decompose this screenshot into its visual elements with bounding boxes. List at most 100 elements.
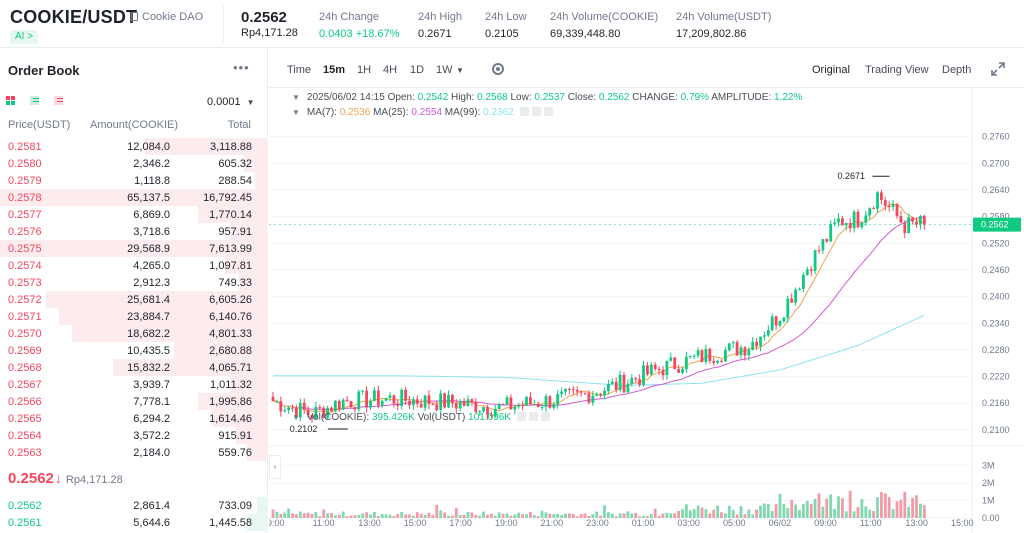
ask-row[interactable]: 0.2569 10,435.5 2,680.88	[0, 342, 268, 359]
asks-only-view-icon[interactable]	[54, 96, 63, 105]
volume-bar	[564, 513, 567, 518]
close-icon[interactable]	[543, 107, 553, 116]
ask-price: 0.2563	[8, 447, 42, 459]
candle-body	[673, 357, 677, 370]
ask-row[interactable]: 0.2566 7,778.1 1,995.86	[0, 393, 268, 410]
tick-size-select[interactable]: 0.0001 ▼	[207, 96, 255, 108]
price-chart[interactable]: 0.2760 0.2700 0.2640 0.2580 0.2520 0.2460 0.24…	[269, 88, 1024, 533]
candle-body	[451, 394, 454, 404]
ask-row[interactable]: 0.2570 18,682.2 4,801.33	[0, 325, 268, 342]
candle-body	[490, 414, 493, 416]
bid-row[interactable]: 0.2561 5,644.6 1,445.58	[0, 514, 268, 531]
candle-body	[501, 404, 505, 406]
fullscreen-expand-icon[interactable]	[991, 62, 1005, 76]
volume-bar	[400, 511, 404, 518]
candle-body	[443, 393, 446, 408]
price-tick-label: 0.2340	[982, 318, 1010, 328]
view-depth[interactable]: Depth	[942, 64, 972, 76]
ask-price: 0.2579	[8, 175, 42, 187]
visibility-eye-icon[interactable]	[519, 107, 529, 116]
bid-row[interactable]: 0.2562 2,861.4 733.09	[0, 497, 268, 514]
view-trading-view[interactable]: Trading View	[865, 64, 929, 76]
chart-settings-gear-icon[interactable]	[492, 63, 504, 75]
volume-bar	[396, 514, 400, 518]
ai-badge[interactable]: AI >	[10, 30, 39, 44]
bids-only-view-icon[interactable]	[30, 96, 39, 105]
volume-bar	[478, 515, 482, 518]
ask-row[interactable]: 0.2580 2,346.2 605.32	[0, 155, 268, 172]
volume-bar	[610, 513, 614, 518]
ask-total: 4,801.33	[209, 328, 252, 340]
ask-price: 0.2570	[8, 328, 42, 340]
ask-row[interactable]: 0.2564 3,572.2 915.91	[0, 427, 268, 444]
more-options-icon[interactable]: •••	[233, 60, 250, 75]
volume-bar	[669, 513, 673, 518]
ask-row[interactable]: 0.2571 23,884.7 6,140.76	[0, 308, 268, 325]
depth-bar	[174, 342, 268, 359]
visibility-eye-icon[interactable]	[516, 412, 526, 421]
bid-total: 1,445.58	[209, 517, 252, 529]
both-sides-view-icon[interactable]	[6, 96, 15, 105]
ask-amount: 25,681.4	[127, 294, 170, 306]
last-price: 0.2562	[241, 9, 287, 26]
ask-row[interactable]: 0.2577 6,869.0 1,770.14	[0, 206, 268, 223]
candle-body	[665, 360, 669, 376]
ask-price: 0.2574	[8, 260, 42, 272]
ask-row[interactable]: 0.2572 25,681.4 6,605.26	[0, 291, 268, 308]
bid-price: 0.2561	[8, 517, 42, 529]
candle-body	[708, 348, 712, 361]
ask-row[interactable]: 0.2568 15,832.2 4,065.71	[0, 359, 268, 376]
interval-15m[interactable]: 15m	[323, 64, 346, 76]
depth-bar	[247, 514, 268, 531]
settings-icon[interactable]	[531, 107, 541, 116]
candle-body	[618, 374, 622, 391]
ask-row[interactable]: 0.2563 2,184.0 559.76	[0, 444, 268, 461]
volume-bar	[415, 512, 419, 518]
interval-1w[interactable]: 1W	[436, 64, 453, 76]
candle-body	[326, 407, 329, 418]
interval-1h[interactable]: 1H	[357, 64, 372, 76]
candle-body	[681, 369, 684, 373]
pair-title[interactable]: COOKIE/USDT	[10, 7, 138, 27]
collapse-panel-handle[interactable]: ›	[269, 455, 281, 479]
volume-bar	[891, 508, 895, 518]
time-tick-label: 15:00	[404, 518, 427, 528]
project-link[interactable]: Cookie DAO	[131, 11, 203, 23]
ask-row[interactable]: 0.2567 3,939.7 1,011.32	[0, 376, 268, 393]
ask-total: 1,614.46	[209, 413, 252, 425]
ask-row[interactable]: 0.2574 4,265.0 1,097.81	[0, 257, 268, 274]
ask-row[interactable]: 0.2581 12,084.0 3,118.88	[0, 138, 268, 155]
ask-row[interactable]: 0.2565 6,294.2 1,614.46	[0, 410, 268, 427]
volume-bar	[852, 511, 856, 518]
volume-bar	[876, 497, 879, 518]
ask-row[interactable]: 0.2573 2,912.3 749.33	[0, 274, 268, 291]
interval-4h[interactable]: 4H	[383, 64, 398, 76]
candle-body	[583, 392, 587, 394]
volume-bar	[739, 506, 743, 518]
price-tick-label: 0.2760	[982, 132, 1010, 142]
candle-body	[493, 409, 497, 416]
ask-row[interactable]: 0.2575 29,568.9 7,613.99	[0, 240, 268, 257]
candle-body	[649, 364, 653, 375]
market-header: COOKIE/USDT Cookie DAO AI > 0.2562 Rp4,1…	[0, 0, 1024, 48]
ask-row[interactable]: 0.2578 65,137.5 16,792.45	[0, 189, 268, 206]
price-tick-label: 0.2280	[982, 345, 1010, 355]
interval-dropdown-icon[interactable]: ▼	[456, 66, 464, 75]
volume-bar	[860, 499, 864, 518]
ask-row[interactable]: 0.2576 3,718.6 957.91	[0, 223, 268, 240]
volume-bar	[517, 512, 521, 518]
depth-bar	[244, 155, 268, 172]
settings-icon[interactable]	[528, 412, 538, 421]
close-icon[interactable]	[540, 412, 550, 421]
candle-body	[334, 400, 337, 412]
depth-bar	[0, 240, 268, 257]
interval-time[interactable]: Time	[287, 64, 312, 76]
candle-body	[373, 390, 376, 401]
candle-body	[661, 369, 665, 376]
ask-row[interactable]: 0.2579 1,118.8 288.54	[0, 172, 268, 189]
candle-body	[607, 383, 610, 391]
view-original[interactable]: Original	[812, 64, 850, 76]
volume-bar	[431, 515, 435, 518]
candle-body	[287, 407, 290, 411]
interval-1d[interactable]: 1D	[410, 64, 425, 76]
